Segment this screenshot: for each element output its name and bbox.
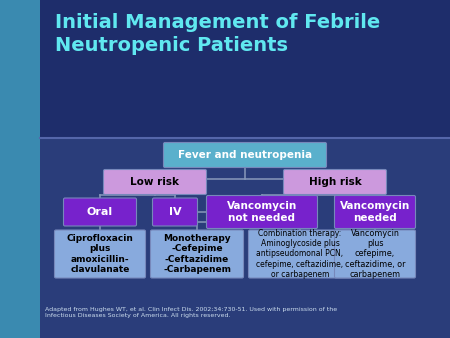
Text: Oral: Oral <box>87 207 113 217</box>
Text: Vancomycin
needed: Vancomycin needed <box>340 201 410 223</box>
FancyBboxPatch shape <box>248 230 351 278</box>
FancyBboxPatch shape <box>207 195 318 228</box>
FancyBboxPatch shape <box>334 195 415 228</box>
Bar <box>40 0 450 138</box>
Text: Vancomycin
plus
cefepime,
ceftazidime, or
carbapenem: Vancomycin plus cefepime, ceftazidime, o… <box>345 229 405 279</box>
Bar <box>0 0 40 338</box>
FancyBboxPatch shape <box>284 169 387 194</box>
Text: Combination therapy:
Aminoglycoside plus
antipseudomonal PCN,
cefepime, ceftazid: Combination therapy: Aminoglycoside plus… <box>256 229 343 279</box>
Text: Ciprofloxacin
plus
amoxicillin-
clavulanate: Ciprofloxacin plus amoxicillin- clavulan… <box>67 234 134 274</box>
Text: IV: IV <box>169 207 181 217</box>
Text: Initial Management of Febrile
Neutropenic Patients: Initial Management of Febrile Neutropeni… <box>55 13 380 55</box>
FancyBboxPatch shape <box>104 169 207 194</box>
FancyBboxPatch shape <box>334 230 415 278</box>
Text: Low risk: Low risk <box>130 177 180 187</box>
FancyBboxPatch shape <box>163 143 327 168</box>
Text: High risk: High risk <box>309 177 361 187</box>
FancyBboxPatch shape <box>63 198 136 226</box>
Text: Fever and neutropenia: Fever and neutropenia <box>178 150 312 160</box>
Text: Monotherapy
-Cefepime
-Ceftazidime
-Carbapenem: Monotherapy -Cefepime -Ceftazidime -Carb… <box>163 234 231 274</box>
Text: Adapted from Hughes WT, et al. Clin Infect Dis. 2002;34:730-51. Used with permis: Adapted from Hughes WT, et al. Clin Infe… <box>45 307 337 318</box>
FancyBboxPatch shape <box>150 230 243 278</box>
FancyBboxPatch shape <box>153 198 198 226</box>
FancyBboxPatch shape <box>54 230 145 278</box>
Text: Vancomycin
not needed: Vancomycin not needed <box>227 201 297 223</box>
Bar <box>40 138 450 338</box>
